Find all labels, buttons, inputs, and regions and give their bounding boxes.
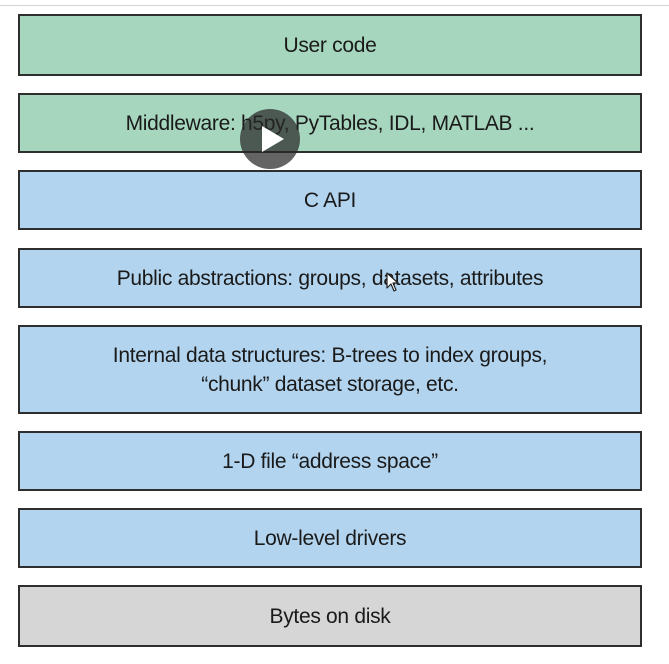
layer-public-abstractions: Public abstractions: groups, datasets, a…: [18, 248, 642, 308]
layer-c-api: C API: [18, 170, 642, 230]
layer-label-line-2: “chunk” dataset storage, etc.: [201, 372, 459, 396]
play-icon: [261, 126, 284, 152]
layer-address-space: 1-D file “address space”: [18, 431, 642, 491]
mouse-pointer-icon: [386, 272, 399, 292]
layer-bytes-on-disk: Bytes on disk: [18, 585, 642, 647]
layer-user-code: User code: [18, 14, 642, 76]
top-divider: [0, 5, 669, 6]
layer-label: Bytes on disk: [269, 604, 391, 628]
layer-label: 1-D file “address space”: [222, 449, 438, 473]
layer-internal-data-structures: Internal data structures: B-trees to ind…: [18, 325, 642, 414]
layer-label: User code: [283, 33, 377, 57]
layer-label: Public abstractions: groups, datasets, a…: [116, 266, 544, 290]
layer-label-group: Internal data structures: B-trees to ind…: [112, 341, 548, 399]
layer-label: Middleware: h5py, PyTables, IDL, MATLAB …: [125, 111, 535, 135]
layer-label: C API: [303, 188, 357, 212]
layer-label-line-1: Internal data structures: B-trees to ind…: [112, 343, 548, 367]
layer-label: Low-level drivers: [253, 526, 407, 550]
layer-middleware: Middleware: h5py, PyTables, IDL, MATLAB …: [18, 93, 642, 153]
video-play-button[interactable]: [240, 109, 300, 169]
layer-low-level-drivers: Low-level drivers: [18, 508, 642, 568]
